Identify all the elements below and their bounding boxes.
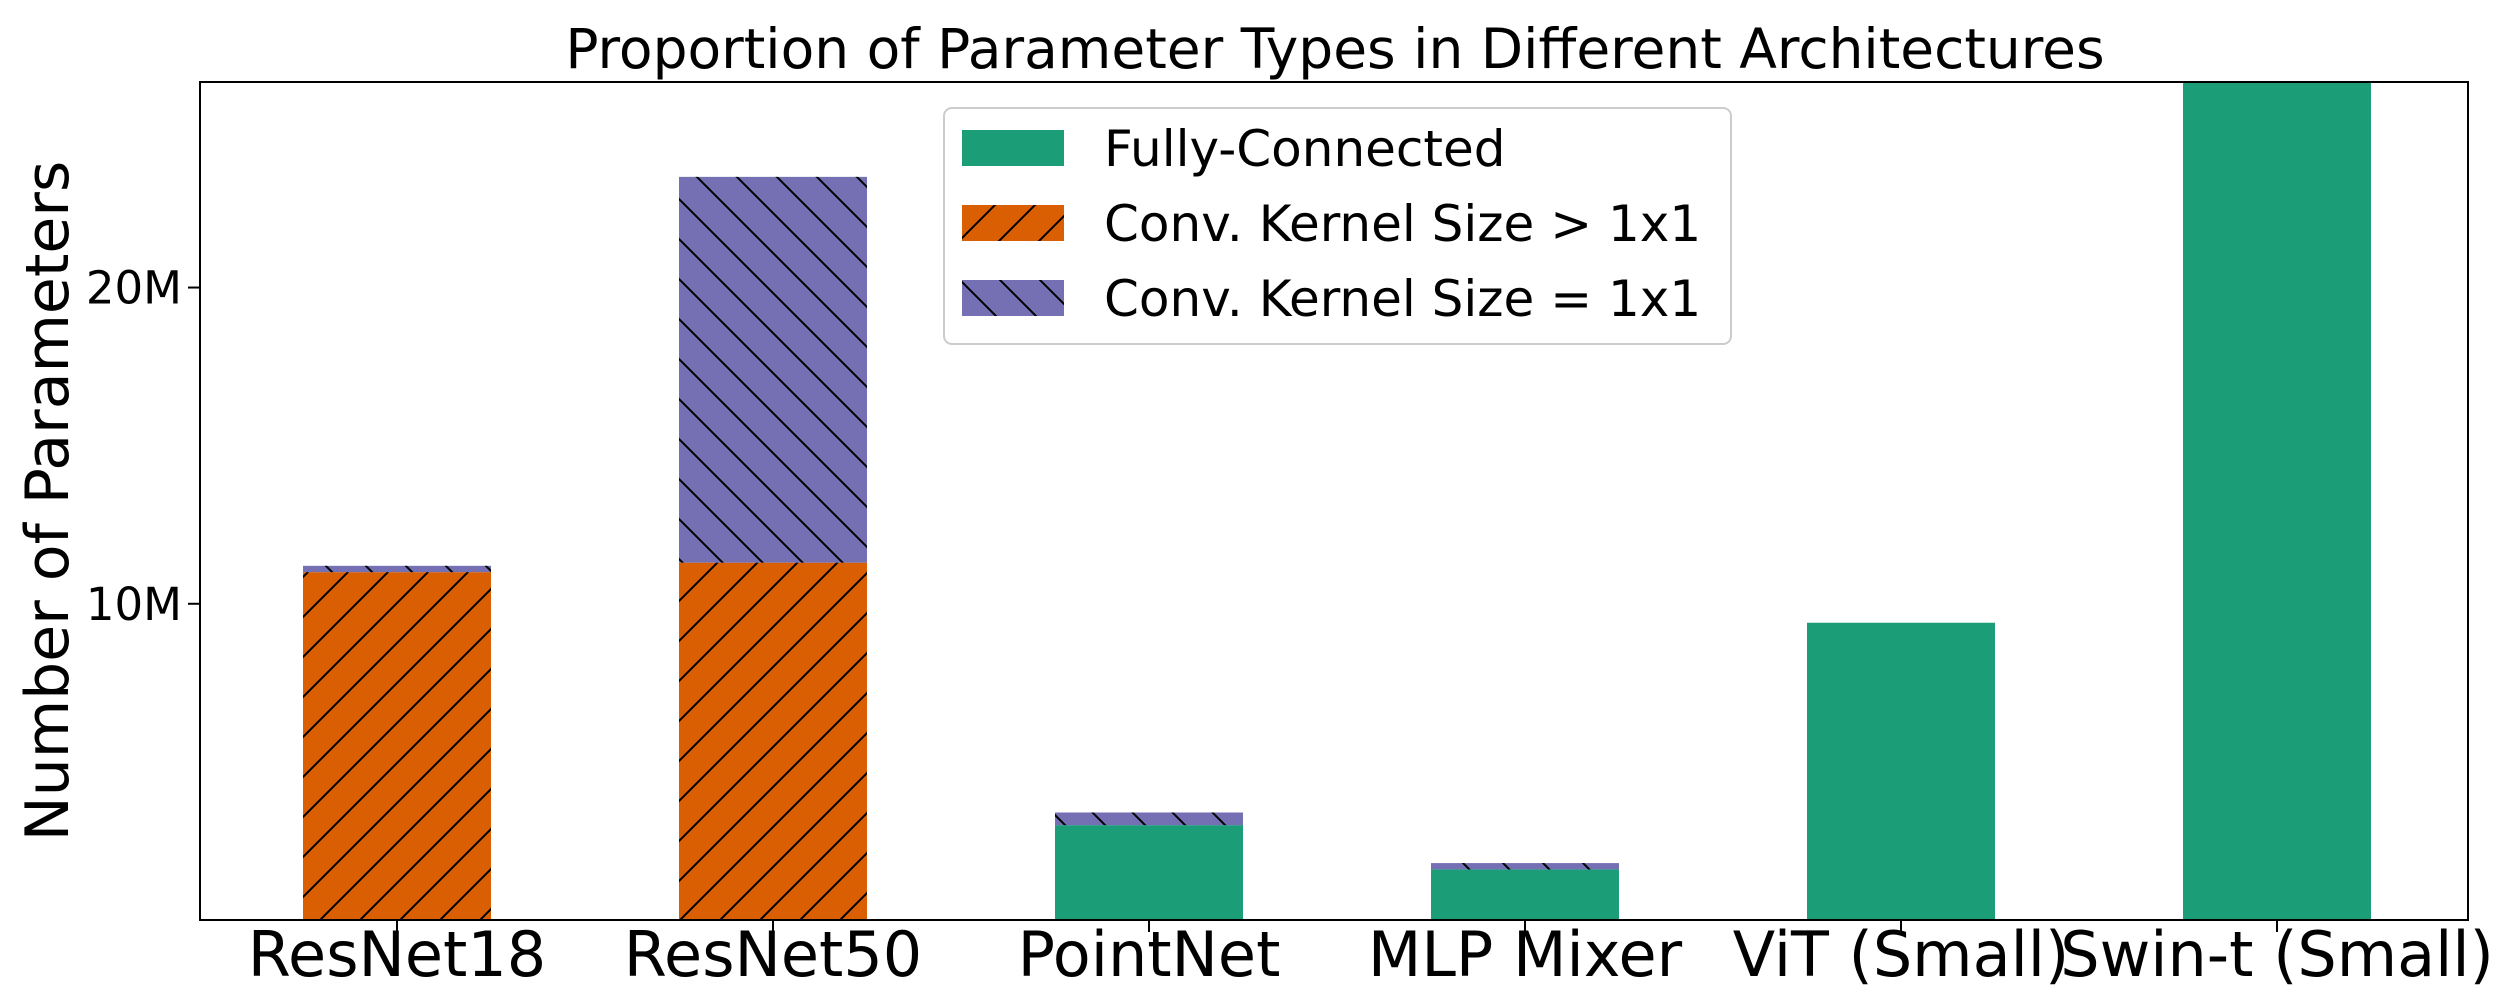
legend-swatch <box>962 130 1064 166</box>
plot-frame <box>199 81 2469 921</box>
legend-frame <box>943 107 1732 345</box>
x-tick-label: ResNet50 <box>624 918 922 991</box>
bar-hatch-overlay <box>1055 812 1243 826</box>
x-tick-label: ViT (Small) <box>1733 918 2069 991</box>
bar-hatch-overlay <box>1431 863 1619 870</box>
x-tick-label: PointNet <box>1018 918 1281 991</box>
bar-vit-small-series-0 <box>1807 622 1995 920</box>
x-tick-label: ResNet18 <box>248 918 546 991</box>
bar-hatch-overlay <box>303 572 491 920</box>
legend-label: Conv. Kernel Size > 1x1 <box>1104 195 1701 253</box>
chart-title: Proportion of Parameter Types in Differe… <box>565 17 2104 81</box>
legend-swatch-hatch <box>962 280 1064 316</box>
x-tick-label: MLP Mixer <box>1368 918 1683 991</box>
bar-mlp-mixer-series-0 <box>1431 869 1619 920</box>
bar-swin-t-small-series-0 <box>2183 82 2371 920</box>
y-tick-label: 20M <box>86 262 182 315</box>
x-tick-label: Swin-t (Small) <box>2060 918 2494 991</box>
y-tick-label: 10M <box>86 578 182 631</box>
y-axis-label: Number of Parameters <box>13 161 83 841</box>
x-axis: ResNet18 ResNet50 PointNet MLP Mixer ViT (Sm… <box>248 918 2494 991</box>
legend-label: Fully-Connected <box>1104 120 1506 178</box>
legend: Fully-Connected Conv. Kernel Size > 1x1 Co… <box>943 107 1732 345</box>
legend-swatch-hatch <box>962 205 1064 241</box>
y-axis: 10M 20M <box>86 262 200 631</box>
bar-hatch-overlay <box>303 565 491 573</box>
bar-hatch-overlay <box>679 562 867 920</box>
legend-label: Conv. Kernel Size = 1x1 <box>1104 270 1701 328</box>
bar-hatch-overlay <box>679 176 867 563</box>
bars-group <box>303 82 2371 920</box>
bar-pointnet-series-0 <box>1055 825 1243 920</box>
